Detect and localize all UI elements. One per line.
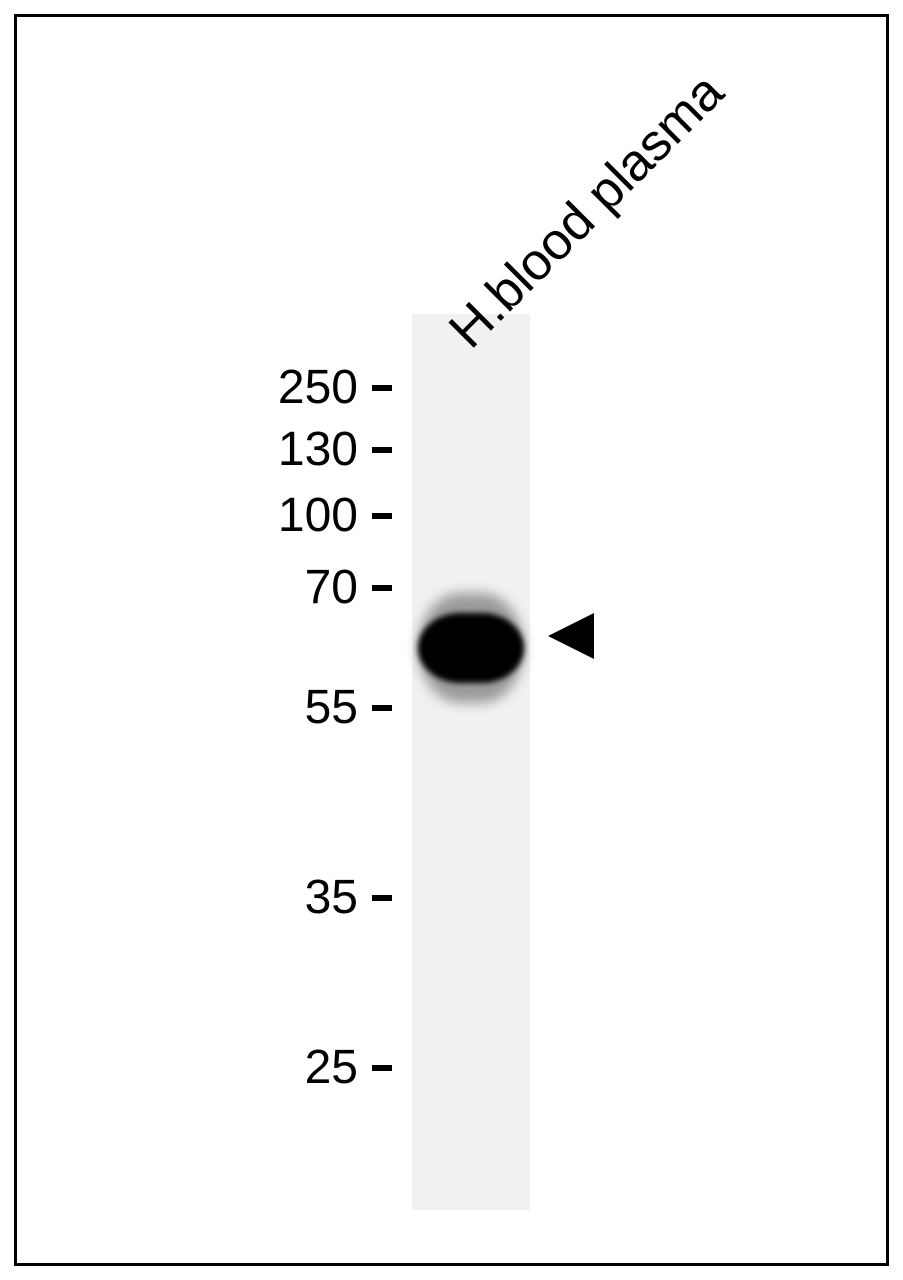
blot-frame: H.blood plasma 25013010070553525 bbox=[0, 0, 903, 1280]
marker-label: 35 bbox=[305, 870, 358, 925]
marker-tick bbox=[372, 385, 392, 391]
marker-label: 25 bbox=[305, 1040, 358, 1095]
marker-tick bbox=[372, 447, 392, 453]
marker-label: 250 bbox=[278, 360, 358, 415]
marker-tick bbox=[372, 895, 392, 901]
marker-label: 55 bbox=[305, 680, 358, 735]
band-core bbox=[418, 613, 524, 683]
marker-tick bbox=[372, 585, 392, 591]
marker-tick bbox=[372, 1065, 392, 1071]
marker-tick bbox=[372, 513, 392, 519]
band-arrow-icon bbox=[548, 613, 594, 659]
marker-label: 100 bbox=[278, 488, 358, 543]
lane-strip bbox=[412, 314, 530, 1210]
marker-label: 130 bbox=[278, 422, 358, 477]
marker-label: 70 bbox=[305, 560, 358, 615]
marker-tick bbox=[372, 705, 392, 711]
